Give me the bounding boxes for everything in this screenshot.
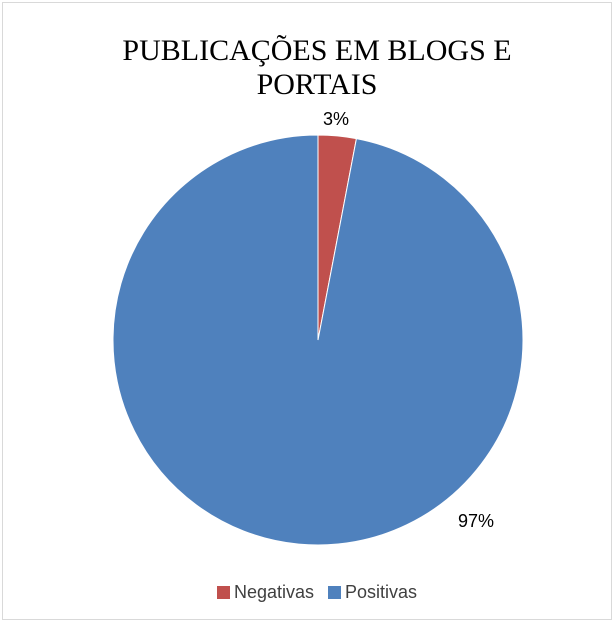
legend-label-positivas: Positivas [345,582,418,602]
legend-item-positivas: Positivas [328,582,417,603]
legend-swatch-negativas [216,586,230,599]
legend-label-negativas: Negativas [233,582,314,602]
chart-title: PUBLICAÇÕES EM BLOGS E PORTAIS [0,34,616,102]
legend-swatch-positivas [328,586,341,599]
pie-slice-positivas [112,134,524,546]
chart-legend: Negativas Positivas [0,582,616,603]
chart-title-line-1: PUBLICAÇÕES EM BLOGS E [122,34,512,67]
legend-item-negativas: Negativas [216,582,314,603]
data-label-positivas: 97% [458,511,494,531]
data-label-negativas: 3% [323,109,349,129]
chart-title-line-2: PORTAIS [256,68,378,101]
